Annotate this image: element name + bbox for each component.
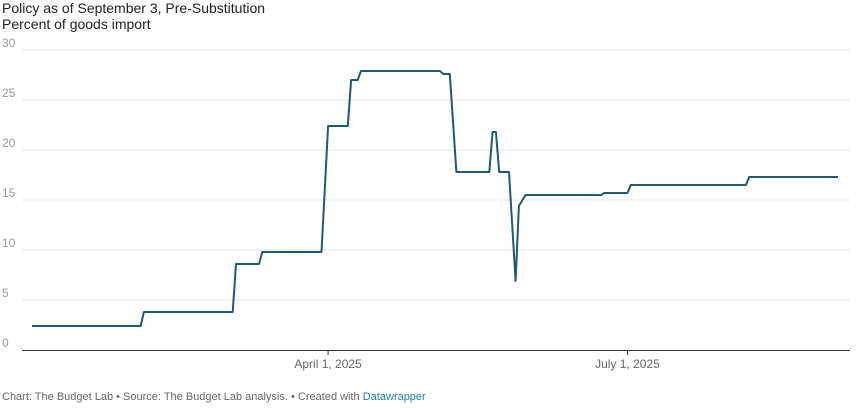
y-tick-label: 25	[2, 86, 16, 100]
chart-footer: Chart: The Budget Lab • Source: The Budg…	[2, 390, 426, 404]
chart-title: Policy as of September 3, Pre-Substituti…	[2, 0, 266, 16]
x-axis-ticks: April 1, 2025 July 1, 2025	[294, 350, 660, 371]
x-tick-label: July 1, 2025	[595, 357, 660, 371]
y-tick-label: 10	[2, 236, 16, 250]
y-tick-label: 20	[2, 136, 16, 150]
datawrapper-link[interactable]: Datawrapper	[362, 391, 426, 403]
y-tick-label: 30	[2, 36, 16, 50]
series-line	[32, 70, 838, 327]
footer-credit: Chart: The Budget Lab • Source: The Budg…	[2, 391, 363, 403]
y-tick-label: 5	[2, 286, 9, 300]
y-tick-label: 15	[2, 186, 16, 200]
gridlines	[22, 49, 850, 301]
x-tick-label: April 1, 2025	[294, 357, 362, 371]
y-axis-ticks: 0 5 10 15 20 25 30	[2, 36, 16, 350]
y-tick-label: 0	[2, 336, 9, 350]
chart-subtitle: Percent of goods import	[2, 16, 151, 32]
